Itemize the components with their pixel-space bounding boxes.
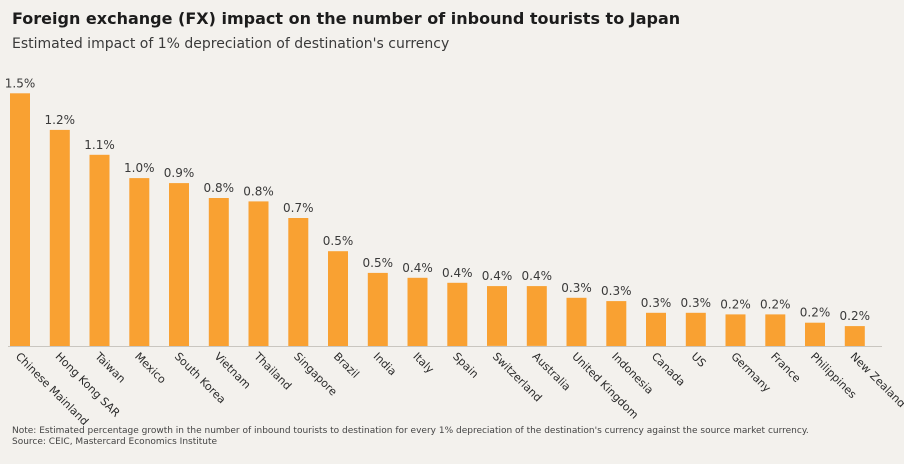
bar-thailand	[248, 201, 269, 346]
bar-chinese-mainland	[10, 93, 30, 346]
category-label: Mexico	[132, 350, 169, 387]
category-label: Italy	[410, 350, 436, 376]
value-label: 0.4%	[442, 266, 473, 280]
category-label: France	[768, 350, 803, 385]
bar-us	[685, 312, 706, 347]
category-label: Spain	[450, 350, 481, 381]
bar-taiwan	[89, 154, 110, 346]
bar-united-kingdom	[566, 297, 587, 346]
category-label: US	[689, 350, 709, 370]
value-label: 0.2%	[720, 297, 751, 311]
bar-indonesia	[606, 301, 627, 346]
bars-group	[10, 93, 865, 347]
value-label: 0.8%	[243, 184, 274, 198]
value-label: 0.4%	[522, 269, 553, 283]
category-label: India	[371, 350, 399, 378]
value-label: 0.4%	[402, 261, 433, 275]
value-label: 0.9%	[164, 166, 195, 180]
value-label: 0.4%	[482, 269, 513, 283]
chart-subtitle: Estimated impact of 1% depreciation of d…	[12, 36, 450, 52]
value-label: 1.2%	[45, 113, 76, 127]
value-label: 1.0%	[124, 161, 155, 175]
bar-switzerland	[487, 286, 507, 346]
value-label: 1.5%	[5, 76, 36, 90]
value-label: 0.5%	[323, 234, 354, 248]
bar-mexico	[129, 178, 150, 346]
category-label: Chinese Mainland	[13, 350, 91, 428]
bar-hong-kong-sar	[49, 129, 70, 346]
value-label: 0.8%	[204, 181, 235, 195]
value-label: 0.3%	[641, 296, 672, 310]
bar-brazil	[328, 251, 348, 346]
category-label: Canada	[649, 350, 688, 389]
bar-singapore	[288, 218, 309, 346]
bar-vietnam	[208, 198, 229, 346]
value-label: 0.2%	[800, 306, 831, 320]
category-label: Vietnam	[212, 350, 254, 392]
bar-italy	[407, 277, 428, 346]
value-label: 0.3%	[561, 281, 592, 295]
bar-philippines	[805, 322, 825, 346]
category-label: Taiwan	[92, 349, 128, 385]
value-label: 0.7%	[283, 201, 314, 215]
bar-south-korea	[169, 183, 189, 346]
value-label: 0.5%	[363, 256, 394, 270]
footnote: Note: Estimated percentage growth in the…	[12, 426, 809, 436]
bar-new-zealand	[844, 326, 865, 346]
category-label: New Zealand	[848, 350, 904, 410]
value-label: 0.3%	[681, 296, 712, 310]
value-label: 0.2%	[760, 297, 791, 311]
bar-canada	[646, 312, 666, 347]
category-label: Germany	[728, 350, 773, 395]
source-note: Source: CEIC, Mastercard Economics Insti…	[12, 437, 218, 447]
bar-australia	[526, 286, 547, 346]
chart-footer: Note: Estimated percentage growth in the…	[12, 426, 809, 448]
value-label: 0.3%	[601, 284, 632, 298]
value-label: 0.2%	[840, 309, 871, 323]
value-labels-group: 1.5% 1.2% 1.1% 1.0% 0.9% 0.8% 0.8% 0.7% 0.5% 0.5%…	[5, 76, 870, 323]
value-label: 1.1%	[84, 138, 115, 152]
bar-india	[367, 272, 388, 346]
category-label: Brazil	[331, 350, 362, 381]
category-label: Thailand	[251, 349, 294, 392]
bar-france	[765, 314, 786, 346]
chart-title: Foreign exchange (FX) impact on the numb…	[12, 9, 681, 28]
bar-spain	[447, 282, 468, 346]
bar-germany	[725, 314, 746, 346]
